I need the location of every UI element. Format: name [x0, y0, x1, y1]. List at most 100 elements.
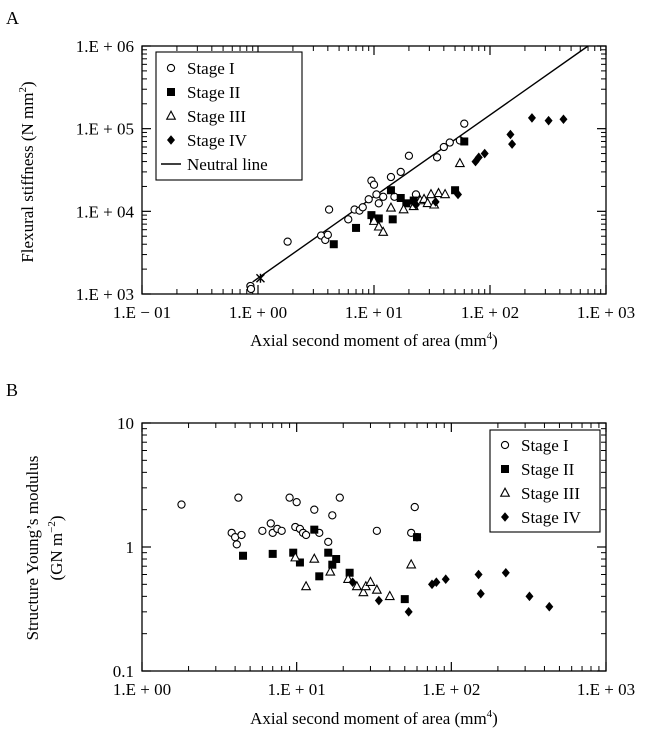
panel-b-legend-marker-stage-ii: [501, 465, 509, 473]
panel-b-point-stage-iv: [476, 588, 485, 599]
panel-b-x-tick-label: 1.E + 01: [268, 680, 326, 699]
panel-a-point-stage-i: [358, 203, 367, 212]
panel-a-point-stage-i: [439, 142, 448, 152]
panel-b-point-stage-i: [234, 493, 243, 502]
panel-b-point-stage-i: [310, 505, 319, 514]
panel-a-legend-label: Stage II: [187, 83, 241, 102]
panel-b-point-stage-iii: [351, 580, 363, 591]
panel-b-y-tick-label: 0.1: [113, 662, 134, 681]
panel-a-y-axis-label: Flexural stiffness (N mm2): [17, 81, 37, 262]
panel-b-y-axis-label-line2: (GN m−2): [46, 515, 66, 580]
panel-a-point-stage-iv: [454, 189, 463, 200]
panel-b-point-stage-i: [372, 526, 382, 535]
panel-a-x-tick-label: 1.E + 02: [461, 303, 519, 322]
panel-b-legend-label: Stage I: [521, 436, 569, 455]
panel-b-point-stage-ii: [328, 560, 337, 569]
panel-a-point-stage-iv: [474, 152, 483, 163]
panel-a-point-stage-ii: [386, 186, 395, 195]
panel-a-point-stage-i: [396, 167, 405, 177]
panel-b-legend: Stage I Stage II Stage III Stage IV: [489, 429, 601, 533]
panel-a-point-stage-iii: [377, 226, 389, 236]
panel-a-legend: Stage I Stage II Stage III Stage IV Neutral …: [155, 51, 303, 181]
panel-a-point-stage-iv: [508, 139, 517, 149]
panel-a-x-tick-label: 1.E + 00: [229, 303, 287, 322]
panel-b-point-stage-i: [277, 526, 286, 535]
panel-a-x-axis-label: Axial second moment of area (mm4): [250, 330, 498, 350]
panel-a-point-stage-i: [283, 237, 292, 246]
panel-a-y-tick-label: 1.E + 05: [76, 120, 134, 139]
panel-b-point-stage-ii: [239, 551, 248, 560]
panel-a-point-stage-ii: [396, 193, 405, 202]
panel-b-point-stage-iii: [309, 553, 320, 563]
panel-b-legend-label: Stage IV: [521, 508, 582, 527]
panel-b-point-stage-ii: [295, 558, 304, 567]
panel-b-point-stage-iv: [404, 607, 413, 617]
panel-b-point-stage-ii: [315, 572, 324, 581]
panel-a-point-stage-i: [324, 205, 334, 214]
panel-a-x-tick-label: 1.E − 01: [113, 303, 171, 322]
panel-a-point-stage-iv: [559, 114, 568, 125]
panel-a-point-stage-i: [445, 138, 454, 147]
panel-a-legend-marker-stage-iv: [167, 135, 175, 145]
panel-b-point-stage-iv: [474, 569, 483, 580]
panel-a-legend-label: Stage III: [187, 107, 246, 126]
panel-a-point-stage-i: [404, 151, 414, 160]
panel-b-point-stage-iv: [441, 574, 450, 584]
panel-b-point-stage-iv: [525, 591, 534, 602]
panel-b-point-stage-iv: [432, 577, 441, 588]
panel-a-point-stage-i: [372, 190, 381, 199]
panel-b-label: B: [6, 380, 18, 400]
panel-b-point-stage-iv: [348, 577, 357, 588]
panel-b-point-stage-ii: [400, 595, 409, 604]
panel-a-y-tick-label: 1.E + 04: [76, 202, 135, 221]
panel-b-x-tick-label: 1.E + 03: [577, 680, 635, 699]
panel-b-y-tick-label: 10: [117, 414, 134, 433]
panel-a-point-stage-iii: [422, 197, 433, 208]
panel-a-star-point: [255, 273, 265, 283]
panel-b-point-stage-iii: [371, 584, 383, 594]
panel-b-point-stage-i: [266, 519, 275, 528]
panel-b-point-stage-i: [301, 530, 311, 540]
panel-b-point-stage-i: [237, 530, 246, 540]
panel-b-point-stage-ii: [289, 548, 298, 557]
panel-b-legend-label: Stage III: [521, 484, 580, 503]
panel-a-point-stage-iii: [454, 157, 466, 168]
panel-b-legend-marker-stage-iv: [501, 512, 509, 522]
panel-b-legend-marker-stage-i: [500, 440, 510, 450]
panel-b-point-stage-i: [177, 500, 186, 509]
panel-a-x-tick-label: 1.E + 01: [345, 303, 403, 322]
panel-b-point-stage-iii: [325, 565, 336, 576]
panel-a-x-tick-label: 1.E + 03: [577, 303, 635, 322]
panel-b-point-stage-iii: [300, 580, 312, 591]
panel-b-point-stage-iv: [545, 601, 554, 612]
panel-a-point-stage-i: [364, 195, 373, 204]
panel-b-point-stage-i: [328, 511, 337, 520]
panel-b-x-axis-label: Axial second moment of area (mm4): [250, 708, 498, 728]
panel-b-point-stage-ii: [345, 568, 354, 577]
panel-a-point-stage-i: [374, 199, 383, 208]
panel-b-y-axis-label-line1: Structure Young’s modulus: [23, 456, 42, 641]
neutral-line: [252, 45, 589, 283]
panel-b-point-stage-iii: [290, 551, 301, 562]
panel-a-legend-marker-stage-ii: [167, 88, 175, 96]
panel-a-point-stage-iii: [398, 203, 409, 214]
panel-a-point-stage-iv: [480, 148, 489, 159]
panel-b-point-stage-i: [285, 493, 294, 502]
panel-a-point-stage-ii: [352, 223, 361, 232]
panel-b-point-stage-i: [324, 537, 333, 547]
panel-a-y-tick-label: 1.E + 03: [76, 285, 134, 304]
panel-a-point-stage-iv: [431, 197, 440, 207]
panel-a-point-stage-ii: [402, 199, 411, 208]
panel-a-y-tick-label: 1.E + 06: [76, 37, 134, 56]
panel-a-neutral-line: [252, 45, 589, 283]
panel-a-points: [246, 113, 568, 294]
panel-a-point-stage-iv: [411, 199, 420, 210]
panel-b-point-stage-i: [410, 502, 419, 512]
panel-a-legend-marker-stage-i: [166, 63, 176, 73]
panel-a-point-stage-i: [246, 284, 256, 294]
panel-b-legend-label: Stage II: [521, 460, 575, 479]
panel-a-point-stage-iii: [425, 188, 437, 199]
panel-a-point-stage-i: [344, 215, 353, 224]
panel-b-point-stage-iv: [501, 567, 510, 578]
